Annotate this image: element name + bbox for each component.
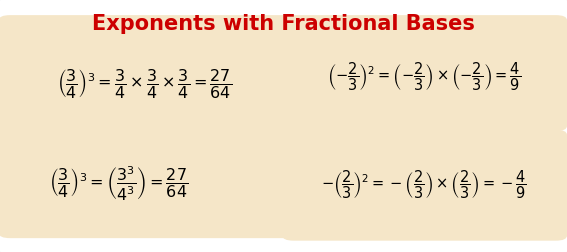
FancyBboxPatch shape — [0, 15, 297, 238]
Text: $\left(\dfrac{3}{4}\right)^{3} = \left(\dfrac{3^{3}}{4^{3}}\right) = \dfrac{27}{: $\left(\dfrac{3}{4}\right)^{3} = \left(\… — [49, 165, 189, 203]
FancyBboxPatch shape — [282, 15, 567, 131]
Text: $\left(\dfrac{3}{4}\right)^{3} = \dfrac{3}{4}\times\dfrac{3}{4}\times\dfrac{3}{4: $\left(\dfrac{3}{4}\right)^{3} = \dfrac{… — [57, 67, 232, 100]
Text: $-\left(\dfrac{2}{3}\right)^{2} = -\left(\dfrac{2}{3}\right)\times\left(\dfrac{2: $-\left(\dfrac{2}{3}\right)^{2} = -\left… — [321, 169, 527, 202]
FancyBboxPatch shape — [282, 130, 567, 241]
Text: Exponents with Fractional Bases: Exponents with Fractional Bases — [92, 14, 475, 34]
Text: $\left(-\dfrac{2}{3}\right)^{2} = \left(-\dfrac{2}{3}\right)\times\left(-\dfrac{: $\left(-\dfrac{2}{3}\right)^{2} = \left(… — [327, 60, 521, 93]
